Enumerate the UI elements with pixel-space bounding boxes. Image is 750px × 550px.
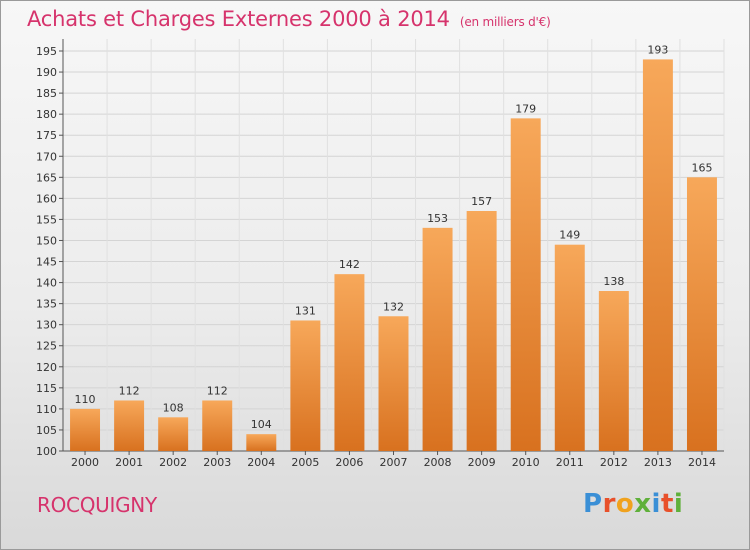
y-tick-label: 190 [36,66,57,79]
x-tick-label: 2003 [203,456,231,469]
data-label-2003: 112 [207,384,228,397]
bar-2007[interactable] [378,316,409,451]
y-tick-label: 120 [36,361,57,374]
y-tick-label: 140 [36,277,57,290]
logo-letter: o [615,489,635,519]
data-label-2009: 157 [471,195,492,208]
x-tick-label: 2001 [115,456,143,469]
data-label-2007: 132 [383,300,404,313]
logo-letter: t [660,489,674,519]
bar-2010[interactable] [510,118,541,452]
y-tick-label: 115 [36,382,57,395]
x-tick-label: 2012 [600,456,628,469]
bar-2014[interactable] [686,177,717,451]
logo-letter: i [673,489,684,519]
data-label-2005: 131 [295,304,316,317]
data-label-2011: 149 [559,229,580,242]
logo-letter: r [602,489,616,519]
data-label-2010: 179 [515,102,536,115]
bar-2000[interactable] [70,408,101,451]
y-tick-label: 195 [36,45,57,58]
bars [70,59,717,452]
bar-2011[interactable] [554,244,585,451]
data-label-2001: 112 [119,384,140,397]
place-name: ROCQUIGNY [37,493,157,517]
data-label-2014: 165 [691,161,712,174]
x-tick-label: 2013 [644,456,672,469]
x-tick-label: 2010 [512,456,540,469]
bar-2009[interactable] [466,211,497,451]
proxiti-logo[interactable]: Proxiti [583,489,683,519]
chart-unit-text: (en milliers d'€) [459,15,551,29]
bar-2012[interactable] [598,291,629,451]
x-tick-label: 2006 [335,456,363,469]
bar-2008[interactable] [422,227,453,451]
y-tick-label: 165 [36,171,57,184]
data-label-2006: 142 [339,258,360,271]
y-tick-label: 180 [36,108,57,121]
data-label-2012: 138 [603,275,624,288]
bar-2006[interactable] [334,274,365,451]
y-tick-label: 105 [36,424,57,437]
y-tick-label: 130 [36,319,57,332]
bar-2001[interactable] [114,400,145,451]
data-label-2008: 153 [427,212,448,225]
x-tick-label: 2004 [247,456,275,469]
bar-2003[interactable] [202,400,233,451]
y-tick-label: 145 [36,256,57,269]
chart-title-text: Achats et Charges Externes 2000 à 2014 [27,7,450,31]
y-tick-label: 135 [36,298,57,311]
x-tick-label: 2000 [71,456,99,469]
x-tick-label: 2007 [380,456,408,469]
bar-2013[interactable] [642,59,673,451]
x-tick-label: 2002 [159,456,187,469]
x-tick-label: 2008 [424,456,452,469]
y-tick-label: 100 [36,445,57,458]
x-tick-label: 2009 [468,456,496,469]
y-tick-label: 155 [36,213,57,226]
y-tick-label: 125 [36,340,57,353]
x-tick-label: 2005 [291,456,319,469]
y-tick-label: 175 [36,129,57,142]
y-tick-label: 185 [36,87,57,100]
bar-2002[interactable] [158,417,189,451]
bar-2004[interactable] [246,434,277,451]
y-tick-label: 170 [36,150,57,163]
labels: 100 105 110 115 120 125 130 135 140 145 150 155 160 1… [36,43,716,469]
data-label-2004: 104 [251,418,272,431]
data-label-2013: 193 [647,43,668,56]
y-tick-label: 160 [36,192,57,205]
data-label-2000: 110 [75,393,96,406]
logo-letter: P [583,489,603,519]
logo-letter: x [634,489,652,519]
x-tick-label: 2014 [688,456,716,469]
logo-letter: i [651,489,661,519]
y-tick-label: 110 [36,403,57,416]
bar-2005[interactable] [290,320,321,451]
x-tick-label: 2011 [556,456,584,469]
y-tick-label: 150 [36,234,57,247]
chart-title: Achats et Charges Externes 2000 à 2014 (e… [27,7,551,31]
data-label-2002: 108 [163,401,184,414]
